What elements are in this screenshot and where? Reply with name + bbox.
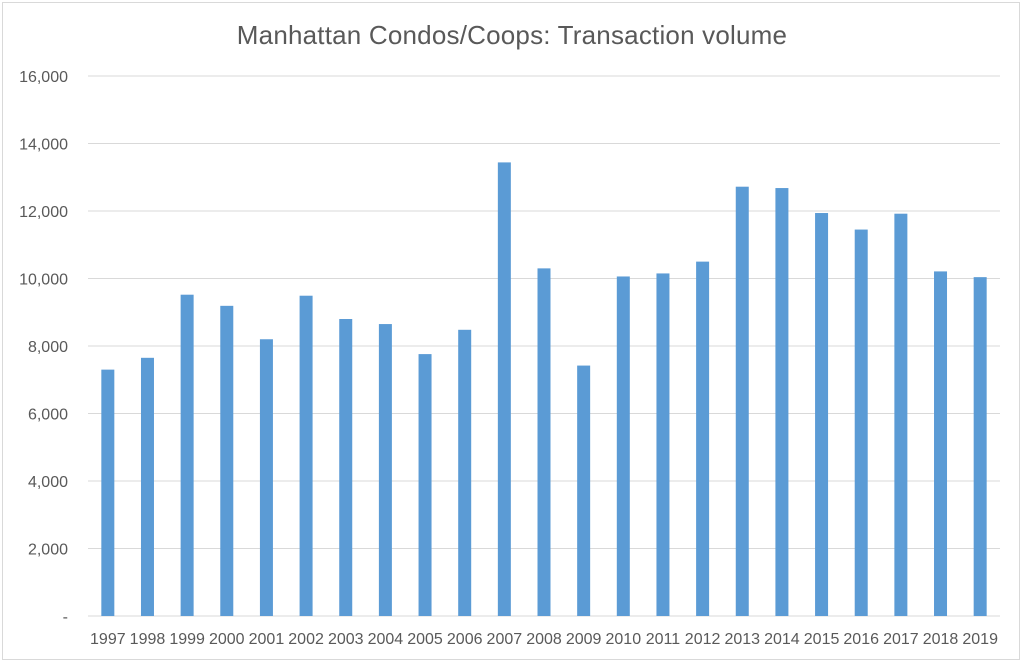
x-tick-label: 1998 [130, 631, 166, 648]
chart-title: Manhattan Condos/Coops: Transaction volu… [236, 20, 788, 50]
y-tick-label: 12,000 [19, 204, 68, 221]
y-tick-label: 8,000 [28, 339, 68, 356]
bar-2017 [894, 213, 908, 616]
x-tick-label: 2007 [487, 631, 523, 648]
x-tick-label: 2011 [646, 631, 681, 648]
bar-2009 [577, 365, 591, 616]
y-tick-label: 6,000 [28, 407, 68, 424]
y-axis-ticks: - 2,000 4,000 6,000 8,000 10,000 12,000 14,000 1… [19, 69, 68, 626]
bar-2011 [656, 273, 670, 616]
bar-2005 [418, 354, 432, 616]
bar-2004 [378, 324, 392, 616]
bar-2012 [696, 261, 710, 616]
bar-2003 [339, 319, 353, 616]
y-tick-label: 2,000 [28, 542, 68, 559]
bar-2008 [537, 268, 551, 616]
x-tick-label: 2013 [724, 631, 760, 648]
bar-2016 [854, 229, 868, 616]
bar-2015 [815, 213, 829, 616]
x-tick-label: 2010 [606, 631, 642, 648]
x-tick-label: 1999 [169, 631, 205, 648]
y-tick-label: 4,000 [28, 474, 68, 491]
bar-2007 [497, 162, 511, 616]
x-axis-ticks: 1997 1998 1999 2000 2001 2002 2003 2004 2005 2006… [90, 631, 998, 648]
x-tick-label: 2006 [447, 631, 483, 648]
x-tick-label: 2003 [328, 631, 364, 648]
bar-2019 [973, 277, 987, 616]
x-tick-label: 1997 [90, 631, 126, 648]
x-tick-label: 2019 [962, 631, 998, 648]
x-tick-label: 2000 [209, 631, 245, 648]
x-tick-label: 2009 [566, 631, 602, 648]
bar-1997 [101, 369, 115, 616]
x-tick-label: 2017 [883, 631, 919, 648]
x-tick-label: 2015 [804, 631, 840, 648]
bars [101, 162, 987, 617]
y-tick-label: 16,000 [19, 69, 68, 86]
bar-2018 [934, 271, 948, 616]
bar-2014 [775, 188, 789, 617]
bar-2010 [616, 276, 630, 616]
bar-2006 [458, 329, 472, 616]
bar-2013 [735, 186, 749, 616]
x-tick-label: 2005 [407, 631, 443, 648]
x-tick-label: 2018 [923, 631, 959, 648]
x-tick-label: 2014 [764, 631, 800, 648]
bar-1998 [140, 357, 154, 616]
bar-2002 [299, 295, 313, 616]
x-tick-label: 2002 [288, 631, 324, 648]
y-tick-label: 10,000 [19, 272, 68, 289]
x-tick-label: 2004 [368, 631, 404, 648]
x-tick-label: 2008 [526, 631, 562, 648]
bar-2000 [220, 305, 234, 616]
x-tick-label: 2016 [843, 631, 879, 648]
y-tick-label: - [63, 609, 68, 626]
y-tick-label: 14,000 [19, 137, 68, 154]
x-tick-label: 2001 [249, 631, 285, 648]
x-tick-label: 2012 [685, 631, 721, 648]
bar-1999 [180, 294, 194, 616]
bar-2001 [259, 339, 273, 616]
